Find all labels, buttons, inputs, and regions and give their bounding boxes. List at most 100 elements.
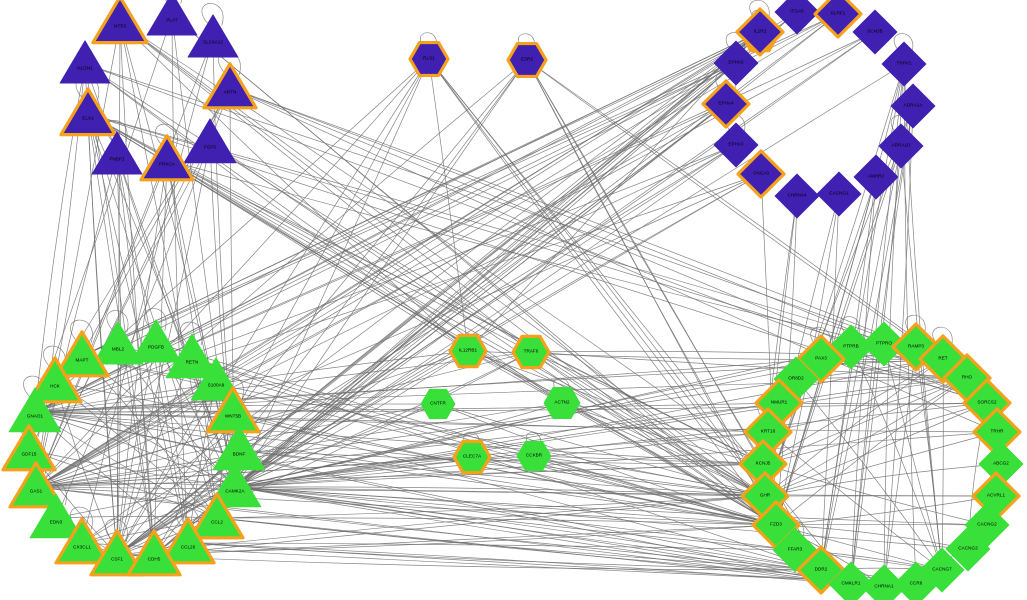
graph-node-rls1[interactable]: RLS1 [405,35,453,83]
graph-edge [153,11,798,556]
graph-edge [234,486,766,497]
graph-edge [764,402,988,497]
node-shape-triangle-icon [8,387,62,433]
graph-edge [915,346,943,571]
graph-node-esr2[interactable]: ESR2 [503,36,551,84]
graph-edge [234,31,876,488]
graph-edge [941,358,944,571]
node-shape-diamond-icon [816,171,862,217]
graph-edge [795,378,943,571]
graph-edge [116,495,766,556]
graph-edge [762,358,944,465]
graph-edge [467,350,777,526]
graph-node-clec7a[interactable]: CLEC7A [449,434,495,480]
graph-self-loop [893,33,914,55]
graph-edge [81,144,737,544]
graph-self-loop [155,123,178,149]
graph-edge [116,59,528,556]
graph-edge [34,411,822,571]
graph-edge [238,449,777,526]
graph-node-cacng1[interactable]: CACNG1 [812,167,866,221]
graph-node-ccr6[interactable]: CCR6 [889,557,943,600]
node-shape-diamond-icon [736,149,786,199]
node-shape-hexagon-icon [543,387,581,419]
graph-edge [437,403,777,526]
graph-edge [428,58,777,526]
graph-edge [153,524,777,556]
graph-self-loop [749,0,770,22]
graph-edge [234,358,944,488]
graph-edge [234,486,796,551]
graph-edge [28,449,236,488]
node-shape-triangle-icon [187,14,239,58]
node-shape-triangle-icon [92,321,144,365]
graph-node-cckbr[interactable]: CCKBR [512,434,556,478]
graph-node-artn[interactable]: ARTN [199,57,261,119]
graph-edge [35,173,762,488]
node-shape-hexagon-icon [420,388,456,420]
graph-node-cntfr[interactable]: CNTFR [416,382,460,426]
graph-edge [234,486,822,571]
graph-edge [55,486,236,519]
graph-edge [234,431,769,488]
node-shape-diamond-icon [853,154,899,200]
graph-edge [187,542,822,571]
graph-edge [34,411,764,465]
graph-edge [229,87,998,433]
graph-edge [35,402,780,488]
graph-edge [234,486,885,588]
node-shape-hexagon-icon [448,333,488,369]
graph-node-cdh5[interactable]: CDH5 [123,524,185,586]
graph-self-loop [70,319,93,345]
graph-edge [526,59,764,465]
graph-edge [764,431,998,497]
node-shape-triangle-icon [29,493,83,539]
graph-edge [762,402,988,465]
node-shape-triangle-icon [54,330,110,378]
graph-edge [119,21,532,353]
graph-edge [34,377,968,413]
node-shape-triangle-icon [139,134,195,182]
node-shape-triangle-icon [59,87,117,137]
node-shape-triangle-icon [126,529,182,577]
node-shape-diamond-icon [893,561,939,600]
graph-edge [234,486,988,526]
graph-node-actn2[interactable]: ACTN2 [539,380,585,426]
graph-edge [116,342,157,556]
graph-edge [187,542,796,551]
graph-edge [526,59,944,360]
graph-node-traf6[interactable]: TRAF6 [508,329,554,375]
graph-edge [187,542,852,585]
graph-edge [119,21,469,352]
graph-edge [35,37,214,488]
graph-node-prkca[interactable]: PRKCA [136,129,198,191]
graph-node-il12rb1[interactable]: IL12RB1 [445,328,491,374]
graph-edge [81,37,214,544]
graph-edge [34,173,762,413]
graph-edge [119,21,218,519]
node-shape-diamond-icon [813,0,863,39]
graph-edge [34,402,988,413]
graph-self-loop [810,326,831,349]
graph-edge [561,402,777,526]
graph-self-loop [890,115,911,137]
graph-edge [216,517,822,571]
graph-edge [234,63,905,488]
graph-edge [35,58,430,488]
graph-edge [530,351,766,497]
graph-edge [232,411,822,571]
graph-edge [561,402,764,465]
graph-edge [234,463,764,488]
graph-edge [850,145,902,585]
graph-edge [116,11,798,556]
graph-edge [34,411,769,433]
node-shape-triangle-icon [190,357,242,401]
graph-edge [55,516,218,519]
graph-edge [35,59,528,488]
graph-edge [820,176,877,571]
graph-edge [764,377,968,497]
graph-self-loop [105,518,128,544]
graph-edge [764,463,1002,497]
graph-edge [34,411,852,585]
